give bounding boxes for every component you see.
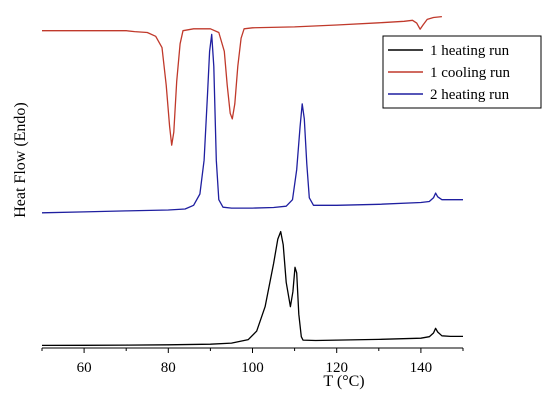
x-tick-label: 100	[241, 360, 264, 376]
x-tick-label: 80	[161, 360, 176, 376]
x-tick-label: 120	[325, 360, 348, 376]
y-axis-label: Heat Flow (Endo)	[12, 102, 29, 218]
series-line-3	[41, 33, 463, 214]
series-line-2	[42, 15, 442, 146]
x-tick-label: 140	[410, 360, 433, 376]
series-layer	[41, 15, 463, 347]
x-axis-ticks: 60 80 100 120 140	[41, 348, 464, 376]
legend-entry-label: 1 heating run	[430, 43, 510, 59]
x-axis-label: T (°C)	[323, 373, 364, 390]
legend-entry-label: 1 cooling run	[430, 65, 510, 81]
series-line-1	[41, 230, 463, 347]
legend-entry-label: 2 heating run	[430, 87, 510, 103]
legend: 1 heating run 1 cooling run 2 heating run	[382, 35, 542, 109]
x-tick-label: 60	[77, 360, 92, 376]
